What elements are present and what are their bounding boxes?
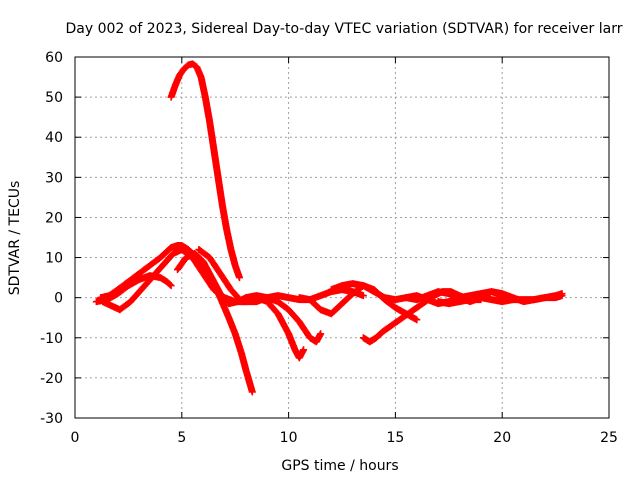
x-tick-label: 20 [493,430,511,446]
axis-ticks [74,56,610,419]
chart-title: Day 002 of 2023, Sidereal Day-to-day VTE… [66,21,623,37]
x-tick-label: 10 [280,430,298,446]
y-tick-labels: -30 -20 -10 0 10 20 30 40 50 60 [40,50,63,427]
y-tick-label: 60 [45,50,63,66]
y-tick-label: -30 [40,411,63,427]
y-tick-label: 20 [45,210,63,226]
y-tick-label: 0 [54,291,63,307]
series-arc-c [174,250,325,346]
y-tick-label: 30 [45,170,63,186]
y-tick-label: -20 [40,371,63,387]
x-tick-label: 15 [386,430,404,446]
y-tick-label: 40 [45,130,63,146]
series-markers [167,60,243,282]
series-markers [174,250,325,346]
x-axis-label: GPS time / hours [281,458,398,474]
x-tick-label: 0 [71,430,80,446]
x-tick-label: 5 [177,430,186,446]
grid [75,57,609,418]
data-points [92,60,566,396]
x-tick-label: 25 [600,430,618,446]
series-arc-high [167,60,243,282]
y-tick-label: 10 [45,251,63,267]
y-axis-label: SDTVAR / TECUs [7,181,23,296]
x-tick-labels: 0 5 10 15 20 25 [71,430,618,446]
plot-frame [74,56,610,419]
y-tick-label: -10 [40,331,63,347]
y-tick-label: 50 [45,90,63,106]
series-markers [434,292,566,308]
series-arc-i [434,292,566,308]
